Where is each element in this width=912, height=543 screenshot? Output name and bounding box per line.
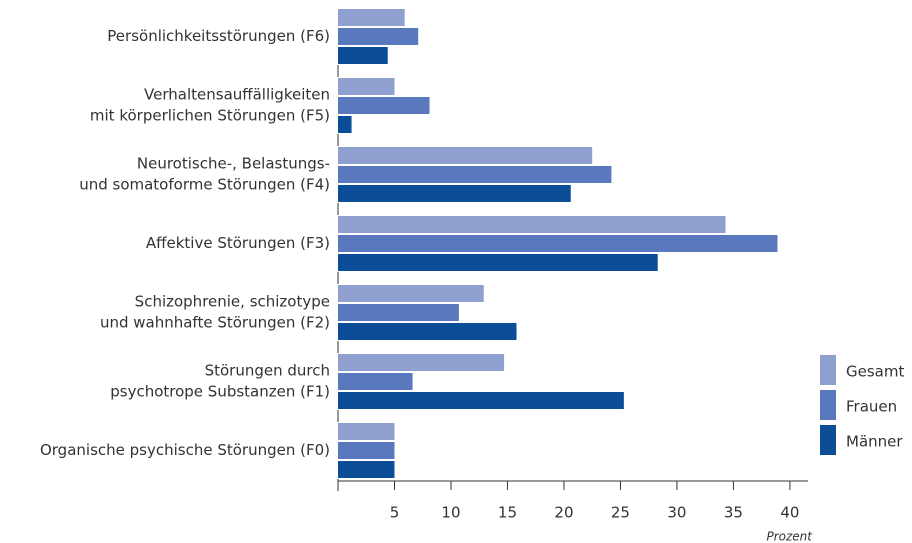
legend-label: Männer: [846, 433, 903, 451]
y-tick-label: und wahnhafte Störungen (F2): [100, 314, 330, 332]
bar: [338, 78, 395, 95]
y-tick-label: Schizophrenie, schizotype: [135, 293, 330, 311]
bar: [338, 373, 413, 390]
x-tick-label: 5: [390, 504, 400, 522]
x-tick-label: 35: [724, 504, 743, 522]
bar: [338, 116, 352, 133]
bar: [338, 285, 484, 302]
bar: [338, 147, 593, 164]
y-tick-label: Neurotische-, Belastungs-: [137, 155, 330, 173]
x-tick-label: 40: [780, 504, 799, 522]
bar: [338, 97, 430, 114]
y-tick-label: Verhaltensauffälligkeiten: [144, 86, 330, 104]
y-tick-label: und somatoforme Störungen (F4): [79, 176, 330, 194]
x-axis-label: Prozent: [766, 530, 813, 543]
bar: [338, 235, 778, 252]
bar: [338, 9, 405, 26]
bar: [338, 28, 419, 45]
y-tick-label: Affektive Störungen (F3): [146, 234, 330, 252]
bar: [338, 423, 395, 440]
legend-label: Gesamt: [846, 363, 904, 381]
bar: [338, 166, 612, 183]
bar: [338, 304, 459, 321]
bar: [338, 354, 505, 371]
x-tick-label: 25: [611, 504, 630, 522]
x-tick-label: 30: [667, 504, 686, 522]
bar: [338, 392, 624, 409]
y-tick-label: psychotrope Substanzen (F1): [110, 383, 330, 401]
y-tick-label: Störungen durch: [205, 362, 330, 380]
x-tick-label: 15: [498, 504, 517, 522]
y-tick-label: Organische psychische Störungen (F0): [40, 441, 330, 459]
legend-swatch: [820, 425, 836, 455]
y-tick-label: mit körperlichen Störungen (F5): [90, 107, 330, 125]
legend-swatch: [820, 355, 836, 385]
bar: [338, 216, 726, 233]
bar: [338, 442, 395, 459]
x-tick-label: 10: [441, 504, 460, 522]
bar: [338, 254, 658, 271]
legend-label: Frauen: [846, 398, 897, 416]
bar: [338, 185, 571, 202]
legend-swatch: [820, 390, 836, 420]
bar: [338, 461, 395, 478]
bar: [338, 47, 388, 64]
y-tick-label: Persönlichkeitsstörungen (F6): [107, 27, 330, 45]
bar: [338, 323, 517, 340]
x-tick-label: 20: [554, 504, 573, 522]
